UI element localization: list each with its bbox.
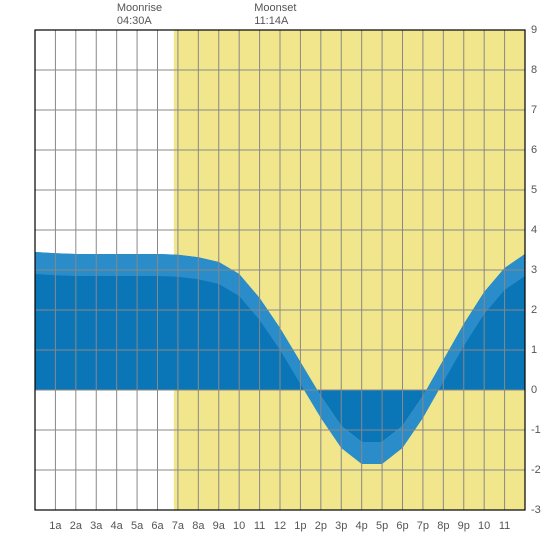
y-tick-label: 6	[531, 144, 537, 156]
x-tick-label: 5p	[376, 520, 388, 532]
x-tick-label: 7a	[172, 520, 184, 532]
x-tick-label: 12	[274, 520, 286, 532]
x-tick-label: 8p	[437, 520, 449, 532]
x-tick-label: 6p	[396, 520, 408, 532]
x-tick-label: 2a	[70, 520, 82, 532]
x-tick-label: 8a	[192, 520, 204, 532]
x-tick-label: 3p	[335, 520, 347, 532]
tide-chart: Moonrise 04:30A Moonset 11:14A 1a 2a 3a 4a 5…	[0, 0, 550, 550]
y-tick-label: 0	[531, 384, 537, 396]
x-tick-label: 9a	[213, 520, 225, 532]
y-tick-label: 5	[531, 184, 537, 196]
y-tick-label: 3	[531, 264, 537, 276]
x-tick-label: 10	[233, 520, 245, 532]
x-tick-label: 5a	[131, 520, 143, 532]
y-tick-label: 7	[531, 104, 537, 116]
y-tick-label: -2	[531, 464, 541, 476]
x-tick-label: 7p	[417, 520, 429, 532]
x-tick-label: 10	[478, 520, 490, 532]
x-tick-label: 11	[254, 520, 265, 532]
x-tick-label: 3a	[90, 520, 102, 532]
y-tick-label: 9	[531, 24, 537, 36]
x-tick-label: 9p	[458, 520, 470, 532]
x-tick-label: 11	[499, 520, 510, 532]
x-tick-label: 1a	[49, 520, 61, 532]
x-tick-label: 2p	[315, 520, 327, 532]
y-tick-label: 1	[531, 344, 537, 356]
x-tick-label: 1p	[294, 520, 306, 532]
y-tick-label: 8	[531, 64, 537, 76]
x-tick-label: 6a	[151, 520, 163, 532]
y-tick-label: 4	[531, 224, 537, 236]
y-tick-label: 2	[531, 304, 537, 316]
moonset-time: 11:14A	[254, 15, 296, 28]
moonrise-title: Moonrise	[117, 2, 162, 15]
chart-svg	[0, 0, 550, 550]
moonrise-annotation: Moonrise 04:30A	[117, 2, 162, 28]
x-tick-label: 4p	[356, 520, 368, 532]
y-tick-label: -3	[531, 504, 541, 516]
moonset-annotation: Moonset 11:14A	[254, 2, 296, 28]
moonset-title: Moonset	[254, 2, 296, 15]
moonrise-time: 04:30A	[117, 15, 162, 28]
x-tick-label: 4a	[111, 520, 123, 532]
y-tick-label: -1	[531, 424, 541, 436]
